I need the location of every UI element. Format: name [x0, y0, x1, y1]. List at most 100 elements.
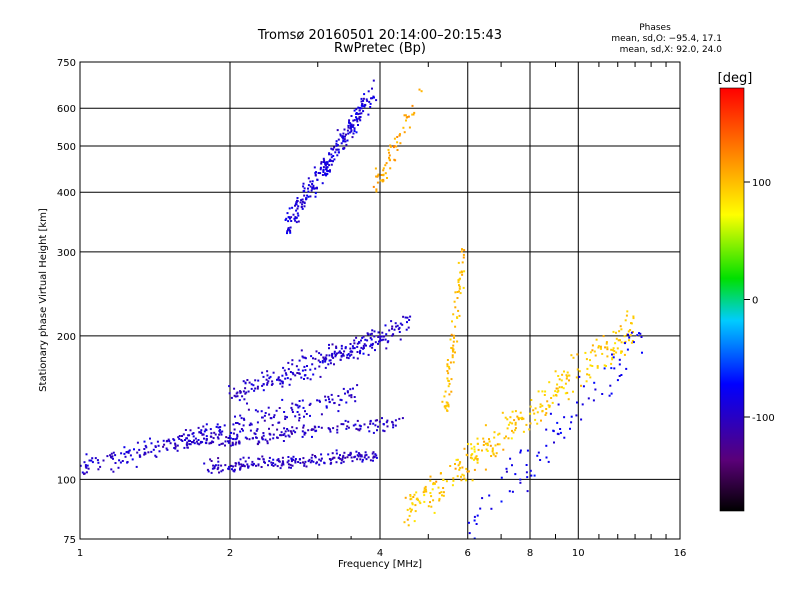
data-point — [429, 475, 432, 478]
data-point — [553, 441, 555, 444]
data-point — [357, 124, 359, 126]
data-point — [287, 361, 290, 364]
data-point — [111, 455, 114, 458]
data-point — [337, 138, 340, 141]
data-point — [409, 510, 412, 513]
data-point — [378, 420, 381, 423]
data-point — [320, 457, 323, 460]
data-point — [310, 189, 313, 192]
data-point — [221, 442, 224, 445]
x-tick-label: 10 — [572, 548, 585, 559]
data-point — [294, 415, 297, 418]
data-point — [447, 405, 450, 408]
data-point — [289, 217, 291, 220]
data-point — [461, 248, 463, 251]
data-point — [271, 380, 274, 383]
data-point — [446, 359, 449, 361]
data-point — [347, 353, 350, 355]
data-point — [615, 351, 618, 354]
data-point — [307, 460, 310, 463]
data-point — [342, 354, 345, 357]
data-point — [608, 394, 611, 397]
data-point — [385, 333, 388, 336]
grid-lines — [80, 62, 680, 539]
data-point — [373, 96, 375, 99]
data-point — [280, 434, 283, 437]
data-point — [376, 174, 379, 177]
x-mode-upper — [372, 88, 423, 193]
data-point — [353, 109, 356, 112]
data-point — [385, 421, 388, 424]
data-point — [347, 124, 350, 127]
data-point — [272, 371, 275, 374]
data-point — [539, 403, 542, 406]
data-point — [238, 440, 241, 443]
data-point — [314, 195, 317, 198]
data-point — [315, 186, 318, 189]
data-point — [139, 455, 142, 458]
data-point — [294, 403, 297, 406]
data-point — [291, 408, 294, 411]
data-point — [336, 352, 338, 355]
data-point — [453, 334, 456, 337]
data-point — [286, 377, 289, 380]
data-point — [124, 455, 127, 458]
data-point — [247, 456, 250, 459]
data-point — [240, 417, 243, 420]
data-point — [361, 460, 364, 463]
data-point — [369, 345, 372, 348]
data-point — [250, 463, 253, 466]
data-point — [85, 471, 88, 474]
data-point — [261, 436, 264, 439]
data-point — [293, 217, 296, 220]
data-point — [334, 354, 337, 356]
data-point — [335, 449, 338, 452]
data-point — [510, 437, 513, 440]
data-point — [209, 435, 212, 438]
data-point — [380, 335, 383, 338]
data-point — [225, 436, 228, 439]
data-point — [498, 443, 501, 446]
data-point — [375, 454, 378, 457]
data-point — [276, 378, 278, 381]
data-point — [273, 414, 276, 417]
data-point — [356, 384, 359, 387]
data-point — [435, 480, 438, 483]
data-point — [216, 468, 219, 471]
data-point — [257, 379, 260, 382]
data-point — [301, 207, 304, 210]
data-point — [470, 447, 473, 450]
data-point — [281, 374, 284, 377]
data-point — [456, 297, 459, 299]
data-point — [344, 392, 346, 395]
data-point — [327, 453, 330, 456]
data-point — [291, 426, 294, 429]
data-point — [272, 464, 275, 467]
data-point — [279, 467, 282, 470]
data-point — [606, 346, 609, 349]
data-point — [612, 349, 614, 352]
data-point — [455, 458, 458, 461]
data-point — [568, 374, 571, 377]
data-point — [335, 142, 338, 145]
data-point — [314, 357, 317, 360]
data-point — [138, 448, 141, 451]
data-point — [376, 419, 378, 422]
data-point — [243, 464, 246, 467]
data-point — [284, 219, 287, 221]
data-point — [248, 438, 251, 441]
data-point — [283, 432, 286, 435]
data-point — [181, 440, 184, 442]
data-point — [481, 497, 484, 500]
data-point — [336, 154, 339, 157]
data-point — [325, 406, 328, 409]
data-point — [183, 446, 186, 449]
data-point — [470, 443, 473, 446]
data-point — [219, 431, 222, 434]
data-point — [338, 350, 341, 353]
data-point — [384, 164, 387, 167]
data-point — [363, 423, 366, 426]
data-point — [361, 103, 364, 105]
data-point — [328, 153, 331, 156]
data-point — [385, 347, 388, 350]
